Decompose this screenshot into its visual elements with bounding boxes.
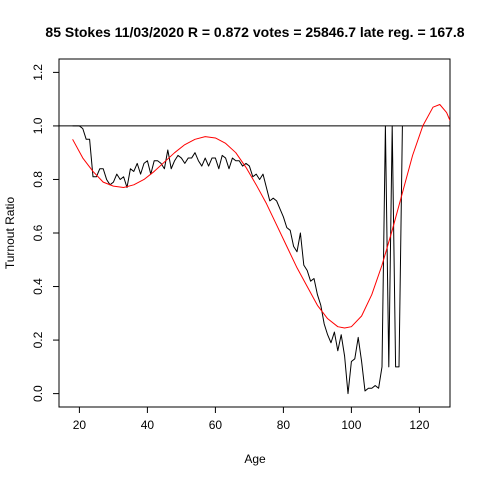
x-tick-label: 120 — [409, 418, 429, 432]
x-tick-label: 40 — [141, 418, 155, 432]
y-tick-label: 0.4 — [31, 278, 45, 295]
x-axis-label: Age — [244, 452, 266, 466]
y-axis-label: Turnout Ratio — [3, 197, 17, 270]
y-tick-label: 0.2 — [31, 331, 45, 348]
x-tick-label: 80 — [277, 418, 291, 432]
y-tick-label: 1.0 — [31, 117, 45, 134]
chart-title: 85 Stokes 11/03/2020 R = 0.872 votes = 2… — [45, 24, 464, 40]
y-tick-label: 0.6 — [31, 224, 45, 241]
y-tick-label: 1.2 — [31, 64, 45, 81]
y-tick-label: 0.8 — [31, 171, 45, 188]
y-tick-label: 0.0 — [31, 385, 45, 402]
x-tick-label: 60 — [209, 418, 223, 432]
x-tick-label: 20 — [73, 418, 87, 432]
turnout-ratio-line — [72, 125, 403, 395]
x-tick-label: 100 — [341, 418, 361, 432]
fitted-curve-line — [72, 104, 450, 329]
